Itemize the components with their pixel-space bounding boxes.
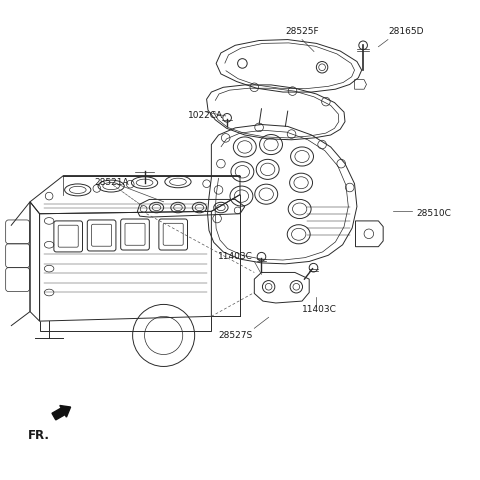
Text: FR.: FR. <box>28 430 49 443</box>
Text: 28527S: 28527S <box>218 331 252 340</box>
Text: 28521A: 28521A <box>95 178 129 187</box>
Text: 11403C: 11403C <box>302 305 337 314</box>
Text: 28165D: 28165D <box>388 27 423 36</box>
FancyArrow shape <box>52 406 71 420</box>
Text: 1022CA: 1022CA <box>188 111 223 120</box>
Text: 28525F: 28525F <box>285 27 319 36</box>
Text: 28510C: 28510C <box>417 209 452 218</box>
Text: 11403C: 11403C <box>218 252 252 262</box>
